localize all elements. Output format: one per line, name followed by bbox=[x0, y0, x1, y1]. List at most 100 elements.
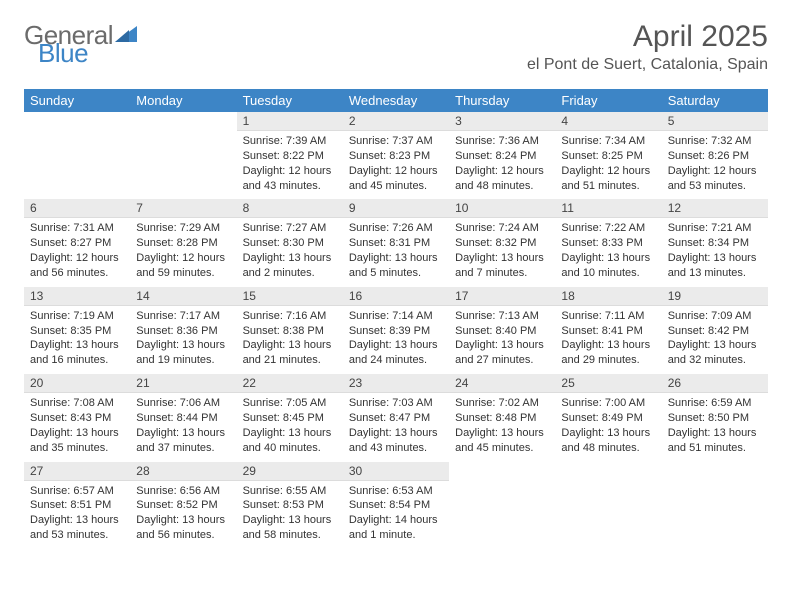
sunrise-line: Sunrise: 7:06 AM bbox=[136, 396, 230, 411]
daylight-line: Daylight: 12 hours and 48 minutes. bbox=[455, 164, 549, 194]
calendar-empty-cell bbox=[130, 112, 236, 199]
daylight-line: Daylight: 13 hours and 37 minutes. bbox=[136, 426, 230, 456]
sunset-line: Sunset: 8:48 PM bbox=[455, 411, 549, 426]
day-detail: Sunrise: 6:53 AMSunset: 8:54 PMDaylight:… bbox=[343, 481, 449, 549]
calendar-day-cell: 29Sunrise: 6:55 AMSunset: 8:53 PMDayligh… bbox=[237, 462, 343, 549]
calendar-day-cell: 13Sunrise: 7:19 AMSunset: 8:35 PMDayligh… bbox=[24, 287, 130, 374]
sunset-line: Sunset: 8:42 PM bbox=[668, 324, 762, 339]
day-detail: Sunrise: 7:02 AMSunset: 8:48 PMDaylight:… bbox=[449, 393, 555, 461]
daylight-line: Daylight: 13 hours and 16 minutes. bbox=[30, 338, 124, 368]
calendar-page: General April 2025 el Pont de Suert, Cat… bbox=[0, 0, 792, 569]
daylight-line: Daylight: 13 hours and 32 minutes. bbox=[668, 338, 762, 368]
weekday-header: Thursday bbox=[449, 89, 555, 112]
sunset-line: Sunset: 8:45 PM bbox=[243, 411, 337, 426]
calendar-week-row: 27Sunrise: 6:57 AMSunset: 8:51 PMDayligh… bbox=[24, 462, 768, 549]
sunset-line: Sunset: 8:22 PM bbox=[243, 149, 337, 164]
sunrise-line: Sunrise: 7:17 AM bbox=[136, 309, 230, 324]
daylight-line: Daylight: 13 hours and 40 minutes. bbox=[243, 426, 337, 456]
day-number-bar: 1 bbox=[237, 112, 343, 131]
calendar-day-cell: 9Sunrise: 7:26 AMSunset: 8:31 PMDaylight… bbox=[343, 199, 449, 286]
sunrise-line: Sunrise: 7:03 AM bbox=[349, 396, 443, 411]
calendar-day-cell: 12Sunrise: 7:21 AMSunset: 8:34 PMDayligh… bbox=[662, 199, 768, 286]
empty-bar bbox=[24, 112, 130, 130]
daylight-line: Daylight: 13 hours and 13 minutes. bbox=[668, 251, 762, 281]
day-detail: Sunrise: 7:29 AMSunset: 8:28 PMDaylight:… bbox=[130, 218, 236, 286]
empty-bar bbox=[662, 462, 768, 480]
day-number-bar: 22 bbox=[237, 374, 343, 393]
daylight-line: Daylight: 13 hours and 51 minutes. bbox=[668, 426, 762, 456]
day-detail: Sunrise: 7:06 AMSunset: 8:44 PMDaylight:… bbox=[130, 393, 236, 461]
calendar-day-cell: 17Sunrise: 7:13 AMSunset: 8:40 PMDayligh… bbox=[449, 287, 555, 374]
sunrise-line: Sunrise: 7:14 AM bbox=[349, 309, 443, 324]
location: el Pont de Suert, Catalonia, Spain bbox=[527, 56, 768, 74]
calendar-empty-cell bbox=[662, 462, 768, 549]
sunset-line: Sunset: 8:40 PM bbox=[455, 324, 549, 339]
sunset-line: Sunset: 8:52 PM bbox=[136, 498, 230, 513]
daylight-line: Daylight: 12 hours and 51 minutes. bbox=[561, 164, 655, 194]
daylight-line: Daylight: 13 hours and 43 minutes. bbox=[349, 426, 443, 456]
day-detail: Sunrise: 7:11 AMSunset: 8:41 PMDaylight:… bbox=[555, 306, 661, 374]
sunrise-line: Sunrise: 7:09 AM bbox=[668, 309, 762, 324]
sunset-line: Sunset: 8:24 PM bbox=[455, 149, 549, 164]
sunset-line: Sunset: 8:49 PM bbox=[561, 411, 655, 426]
calendar-day-cell: 28Sunrise: 6:56 AMSunset: 8:52 PMDayligh… bbox=[130, 462, 236, 549]
day-number-bar: 14 bbox=[130, 287, 236, 306]
day-number-bar: 2 bbox=[343, 112, 449, 131]
sunrise-line: Sunrise: 7:11 AM bbox=[561, 309, 655, 324]
weekday-header: Monday bbox=[130, 89, 236, 112]
calendar-day-cell: 8Sunrise: 7:27 AMSunset: 8:30 PMDaylight… bbox=[237, 199, 343, 286]
day-detail: Sunrise: 7:13 AMSunset: 8:40 PMDaylight:… bbox=[449, 306, 555, 374]
day-number-bar: 9 bbox=[343, 199, 449, 218]
sunset-line: Sunset: 8:53 PM bbox=[243, 498, 337, 513]
sunset-line: Sunset: 8:51 PM bbox=[30, 498, 124, 513]
sunset-line: Sunset: 8:33 PM bbox=[561, 236, 655, 251]
sunrise-line: Sunrise: 7:19 AM bbox=[30, 309, 124, 324]
daylight-line: Daylight: 13 hours and 58 minutes. bbox=[243, 513, 337, 543]
day-number-bar: 6 bbox=[24, 199, 130, 218]
calendar-day-cell: 30Sunrise: 6:53 AMSunset: 8:54 PMDayligh… bbox=[343, 462, 449, 549]
sunset-line: Sunset: 8:30 PM bbox=[243, 236, 337, 251]
calendar-table: SundayMondayTuesdayWednesdayThursdayFrid… bbox=[24, 89, 768, 549]
empty-bar bbox=[130, 112, 236, 130]
calendar-day-cell: 16Sunrise: 7:14 AMSunset: 8:39 PMDayligh… bbox=[343, 287, 449, 374]
sunset-line: Sunset: 8:50 PM bbox=[668, 411, 762, 426]
sunset-line: Sunset: 8:38 PM bbox=[243, 324, 337, 339]
sunrise-line: Sunrise: 7:13 AM bbox=[455, 309, 549, 324]
calendar-week-row: 13Sunrise: 7:19 AMSunset: 8:35 PMDayligh… bbox=[24, 287, 768, 374]
day-detail: Sunrise: 7:36 AMSunset: 8:24 PMDaylight:… bbox=[449, 131, 555, 199]
sunset-line: Sunset: 8:31 PM bbox=[349, 236, 443, 251]
weekday-header: Sunday bbox=[24, 89, 130, 112]
calendar-day-cell: 7Sunrise: 7:29 AMSunset: 8:28 PMDaylight… bbox=[130, 199, 236, 286]
sunset-line: Sunset: 8:39 PM bbox=[349, 324, 443, 339]
calendar-week-row: 6Sunrise: 7:31 AMSunset: 8:27 PMDaylight… bbox=[24, 199, 768, 286]
daylight-line: Daylight: 13 hours and 7 minutes. bbox=[455, 251, 549, 281]
day-detail: Sunrise: 7:37 AMSunset: 8:23 PMDaylight:… bbox=[343, 131, 449, 199]
calendar-day-cell: 27Sunrise: 6:57 AMSunset: 8:51 PMDayligh… bbox=[24, 462, 130, 549]
day-number-bar: 10 bbox=[449, 199, 555, 218]
calendar-week-row: 1 Sunrise: 7:39 AMSunset: 8:22 PM Daylight… bbox=[24, 112, 768, 199]
day-detail: Sunrise: 7:05 AMSunset: 8:45 PMDaylight:… bbox=[237, 393, 343, 461]
day-number-bar: 29 bbox=[237, 462, 343, 481]
brand-part2: Blue bbox=[38, 38, 88, 69]
calendar-empty-cell bbox=[24, 112, 130, 199]
empty-bar bbox=[555, 462, 661, 480]
weekday-header: Wednesday bbox=[343, 89, 449, 112]
day-number-bar: 30 bbox=[343, 462, 449, 481]
month-title: April 2025 bbox=[527, 20, 768, 54]
calendar-day-cell: 21Sunrise: 7:06 AMSunset: 8:44 PMDayligh… bbox=[130, 374, 236, 461]
sunset-line: Sunset: 8:32 PM bbox=[455, 236, 549, 251]
calendar-day-cell: 10Sunrise: 7:24 AMSunset: 8:32 PMDayligh… bbox=[449, 199, 555, 286]
sunset-line: Sunset: 8:44 PM bbox=[136, 411, 230, 426]
day-number-bar: 25 bbox=[555, 374, 661, 393]
day-number-bar: 7 bbox=[130, 199, 236, 218]
day-detail: Sunrise: 6:55 AMSunset: 8:53 PMDaylight:… bbox=[237, 481, 343, 549]
sunrise-line: Sunrise: 6:53 AM bbox=[349, 484, 443, 499]
calendar-day-cell: 2Sunrise: 7:37 AMSunset: 8:23 PMDaylight… bbox=[343, 112, 449, 199]
sunrise-line: Sunrise: 7:39 AM bbox=[243, 134, 337, 149]
calendar-day-cell: 22Sunrise: 7:05 AMSunset: 8:45 PMDayligh… bbox=[237, 374, 343, 461]
day-detail: Sunrise: 7:17 AMSunset: 8:36 PMDaylight:… bbox=[130, 306, 236, 374]
day-detail: Sunrise: 7:19 AMSunset: 8:35 PMDaylight:… bbox=[24, 306, 130, 374]
calendar-day-cell: 14Sunrise: 7:17 AMSunset: 8:36 PMDayligh… bbox=[130, 287, 236, 374]
daylight-line: Daylight: 12 hours and 53 minutes. bbox=[668, 164, 762, 194]
day-number-bar: 17 bbox=[449, 287, 555, 306]
